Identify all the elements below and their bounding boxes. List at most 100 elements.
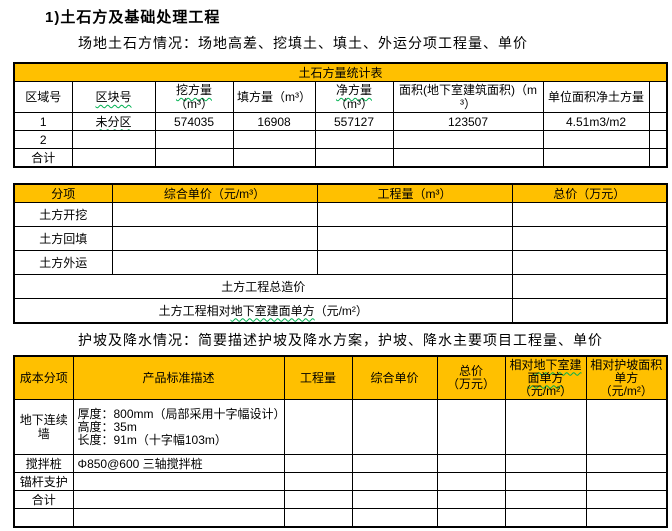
cell-total-price bbox=[511, 226, 668, 251]
cell-block-number: 未分区 bbox=[71, 112, 156, 131]
col-header-region-number: 区域号 bbox=[13, 81, 73, 113]
cell-total-price bbox=[511, 250, 668, 275]
col-header-cost-item: 成本分项 bbox=[13, 355, 74, 400]
cell-unit-price bbox=[351, 399, 438, 455]
cell-product-standard: Φ850@600 三轴搅拌桩 bbox=[72, 454, 285, 473]
col-header-fill-volume: 填方量（m³） bbox=[232, 81, 316, 113]
fill-unit: （m³） bbox=[273, 90, 311, 104]
cell-quantity bbox=[283, 399, 353, 455]
cell-cost-item: 搅拌桩 bbox=[13, 454, 74, 473]
cell-basement-area: 123507 bbox=[392, 112, 544, 131]
cell-quantity bbox=[316, 226, 513, 251]
cell-product-standard bbox=[72, 508, 285, 528]
cell-region-number: 1 bbox=[13, 112, 73, 131]
excavation-label: 挖方量 bbox=[175, 83, 212, 97]
relative-label-body: 地下室建面单方 bbox=[230, 303, 315, 318]
cell-total-cost-value bbox=[511, 274, 668, 299]
col-header-basement-area: 面积(地下室建筑面积)（m³） bbox=[392, 81, 544, 113]
rel-base-line2: 面单方 bbox=[527, 370, 564, 385]
col-header-relative-basement-unit: 相对地下室建 面单方 （元/m²） bbox=[504, 355, 587, 400]
cell-basement-area bbox=[392, 130, 544, 149]
col-header-total-price: 总价 （万元） bbox=[436, 355, 506, 400]
total-line1: 总价 bbox=[458, 364, 483, 378]
cell-unit-net-volume: 4.51m3/m2 bbox=[542, 112, 650, 131]
cell-fill-volume bbox=[232, 148, 316, 168]
table-row-anchor-support: 锚杆支护 bbox=[13, 472, 668, 491]
rel-base-prefix: 相对 bbox=[509, 357, 534, 372]
table-header-row: 分项 综合单价（元/m³） 工程量（m³） 总价（万元） bbox=[13, 183, 668, 203]
cell-cost-item: 锚杆支护 bbox=[13, 472, 74, 491]
col-header-product-standard: 产品标准描述 bbox=[72, 355, 285, 400]
slope-support-cost-table: 成本分项 产品标准描述 工程量 综合单价 总价 （万元） 相对地下室建 面单方 … bbox=[13, 355, 668, 528]
col-header-item: 分项 bbox=[13, 183, 113, 203]
col-header-quantity: 工程量（m³） bbox=[316, 183, 513, 203]
cell-net-volume: 557127 bbox=[314, 112, 394, 131]
cell-total-price bbox=[436, 472, 506, 491]
cell-item-label: 土方开挖 bbox=[13, 202, 113, 227]
cell-total-label: 合计 bbox=[13, 490, 74, 509]
cell-fill-volume bbox=[232, 130, 316, 149]
cell-excavation-volume bbox=[154, 130, 234, 149]
table-row: 土方开挖 bbox=[13, 202, 668, 227]
cell-relative-slope-unit bbox=[585, 399, 668, 455]
cell-total-label: 合计 bbox=[13, 148, 73, 168]
cell-total-price bbox=[436, 454, 506, 473]
cell-product-standard bbox=[72, 490, 285, 509]
cell-quantity bbox=[283, 490, 353, 509]
col-header-spare bbox=[648, 81, 668, 113]
table-row: 土方外运 bbox=[13, 250, 668, 275]
rel-base-unit: （元/m²） bbox=[518, 383, 573, 398]
cell-relative-basement-unit bbox=[504, 508, 587, 528]
cell-product-standard: 厚度：800mm（局部采用十字幅设计） 高度：35m 长度：91m（十字幅103… bbox=[72, 399, 285, 455]
cell-relative-unit-cost-label: 土方工程相对地下室建面单方（元/m²） bbox=[13, 298, 513, 324]
cell-unit-price bbox=[351, 508, 438, 528]
cell-quantity bbox=[283, 472, 353, 491]
col-header-unit-area-net-volume: 单位面积净土方量 bbox=[542, 81, 650, 113]
cell-excavation-volume bbox=[154, 148, 234, 168]
table-total-row: 合计 bbox=[13, 148, 668, 168]
cell-item-label: 土方回填 bbox=[13, 226, 113, 251]
cell-net-volume bbox=[314, 130, 394, 149]
cell-total-price bbox=[436, 399, 506, 455]
table-row-mixing-pile: 搅拌桩 Φ850@600 三轴搅拌桩 bbox=[13, 454, 668, 473]
table-footer-row: 土方工程相对地下室建面单方（元/m²） bbox=[13, 298, 668, 324]
total-line2: （万元） bbox=[446, 377, 495, 391]
cell-relative-slope-unit bbox=[585, 490, 668, 509]
cell-excavation-volume: 574035 bbox=[154, 112, 234, 131]
desc-line2: 高度：35m bbox=[77, 419, 137, 434]
earthwork-volume-stats-table: 土石方量统计表 区域号 区块号 挖方量（m³） 填方量（m³） 净方量（m³） … bbox=[13, 62, 669, 168]
col-header-block-number: 区块号 bbox=[71, 81, 156, 113]
cell-unit-price bbox=[351, 490, 438, 509]
cell-relative-slope-unit bbox=[585, 472, 668, 491]
cell-unit-net-volume bbox=[542, 148, 650, 168]
cell-spare bbox=[648, 130, 668, 149]
col-header-unit-price: 综合单价 bbox=[351, 355, 438, 400]
cell-total-cost-label: 土方工程总造价 bbox=[13, 274, 513, 299]
section-heading: 1)土石方及基础处理工程 bbox=[45, 9, 221, 26]
cell-fill-volume: 16908 bbox=[232, 112, 316, 131]
table-row: 土方回填 bbox=[13, 226, 668, 251]
table-row-diaphragm-wall: 地下连续墙 厚度：800mm（局部采用十字幅设计） 高度：35m 长度：91m（… bbox=[13, 399, 668, 455]
col-header-total-price: 总价（万元） bbox=[511, 183, 668, 203]
desc-line1: 厚度：800mm（局部采用十字幅设计） bbox=[77, 406, 284, 421]
cell-cost-item: 地下连续墙 bbox=[13, 399, 74, 455]
cell-net-volume bbox=[314, 148, 394, 168]
block-value: 未分区 bbox=[95, 114, 132, 129]
cell-block-number bbox=[71, 130, 156, 149]
col-header-excavation-volume: 挖方量（m³） bbox=[154, 81, 234, 113]
cell-unit-net-volume bbox=[542, 130, 650, 149]
cell-unit-price bbox=[351, 454, 438, 473]
col-header-net-volume: 净方量（m³） bbox=[314, 81, 394, 113]
col-header-quantity: 工程量 bbox=[283, 355, 353, 400]
cell-item-label: 土方外运 bbox=[13, 250, 113, 275]
col-header-unit-price: 综合单价（元/m³） bbox=[111, 183, 318, 203]
cell-basement-area bbox=[392, 148, 544, 168]
slope-support-description-line: 护坡及降水情况：简要描述护坡及降水方案，护坡、降水主要项目工程量、单价 bbox=[78, 332, 603, 348]
rel-base-line1: 相对地下室建 bbox=[507, 357, 585, 372]
table-row: 1 未分区 574035 16908 557127 123507 4.51m3/… bbox=[13, 112, 668, 131]
cell-relative-slope-unit bbox=[585, 508, 668, 528]
cell-relative-basement-unit bbox=[504, 490, 587, 509]
table-footer-row: 土方工程总造价 bbox=[13, 274, 668, 299]
table-row-empty bbox=[13, 508, 668, 528]
